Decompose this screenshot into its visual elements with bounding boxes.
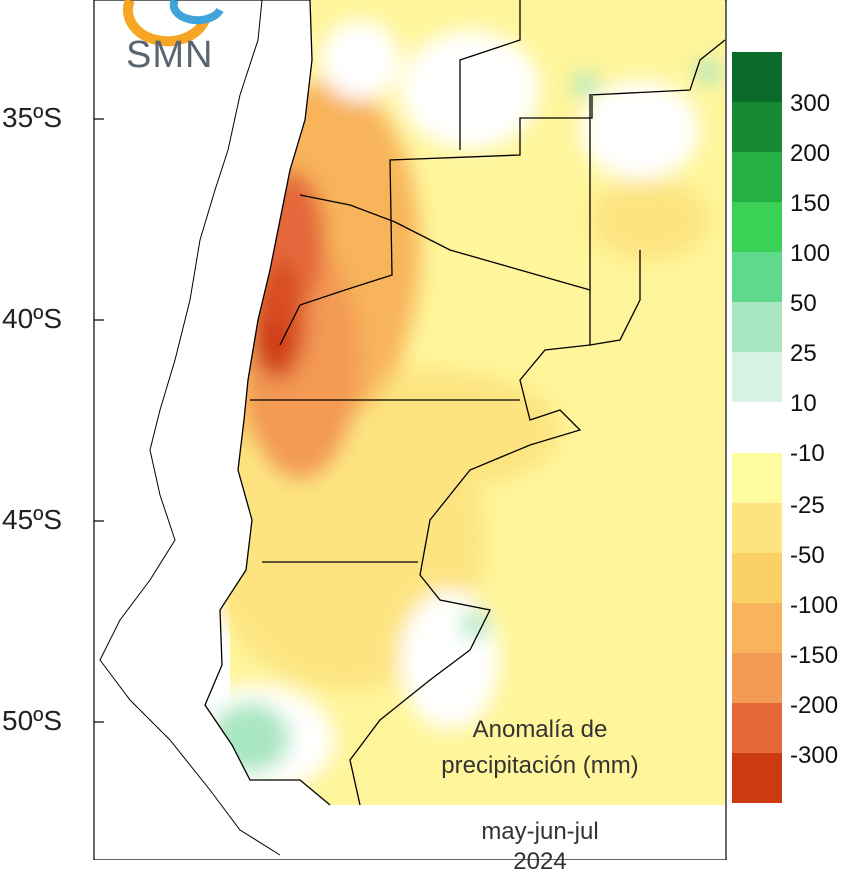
legend-label: 150 xyxy=(790,190,831,217)
legend-swatch xyxy=(732,553,782,603)
legend-swatch xyxy=(732,703,782,753)
legend-swatch xyxy=(732,252,782,302)
legend-swatch xyxy=(732,202,782,252)
legend-label: -25 xyxy=(790,492,825,519)
latitude-label-40s: 40ºS xyxy=(2,303,63,334)
caption-period: may-jun-jul xyxy=(481,818,599,845)
legend-swatch xyxy=(732,352,782,402)
legend-label: 300 xyxy=(790,90,831,117)
legend-swatch xyxy=(732,453,782,503)
legend-label: -200 xyxy=(790,692,839,719)
anomaly-field xyxy=(205,0,725,805)
legend-negative xyxy=(732,453,782,803)
latitude-label-50s: 50ºS xyxy=(2,705,63,736)
smn-logo-text: SMN xyxy=(126,34,214,76)
latitude-label-45s: 45ºS xyxy=(2,504,63,535)
caption-year: 2024 xyxy=(513,848,567,875)
legend-label: 10 xyxy=(790,390,817,417)
borders xyxy=(204,0,726,806)
smn-logo-mark xyxy=(122,0,224,47)
latitude-label-35s: 35ºS xyxy=(2,102,63,133)
legend-swatch xyxy=(732,102,782,152)
legend-label: 25 xyxy=(790,340,817,367)
legend-swatch xyxy=(732,753,782,803)
legend-label: -300 xyxy=(790,742,839,769)
legend-label: -50 xyxy=(790,542,825,569)
legend-swatch xyxy=(732,653,782,703)
legend-swatch xyxy=(732,52,782,102)
caption-title-line2: precipitación (mm) xyxy=(441,752,639,779)
legend-label: 50 xyxy=(790,290,817,317)
legend-label: -100 xyxy=(790,592,839,619)
legend-swatch xyxy=(732,152,782,202)
caption-title-line1: Anomalía de xyxy=(472,716,608,743)
latitude-ticks xyxy=(94,118,104,723)
legend-swatch xyxy=(732,302,782,352)
legend-label: 200 xyxy=(790,140,831,167)
legend-label: 100 xyxy=(790,240,831,267)
legend-positive xyxy=(732,52,782,402)
chile-coastline xyxy=(99,0,281,856)
legend-swatch xyxy=(732,503,782,553)
legend-swatch xyxy=(732,603,782,653)
legend-label: -10 xyxy=(790,440,825,467)
legend-label: -150 xyxy=(790,642,839,669)
